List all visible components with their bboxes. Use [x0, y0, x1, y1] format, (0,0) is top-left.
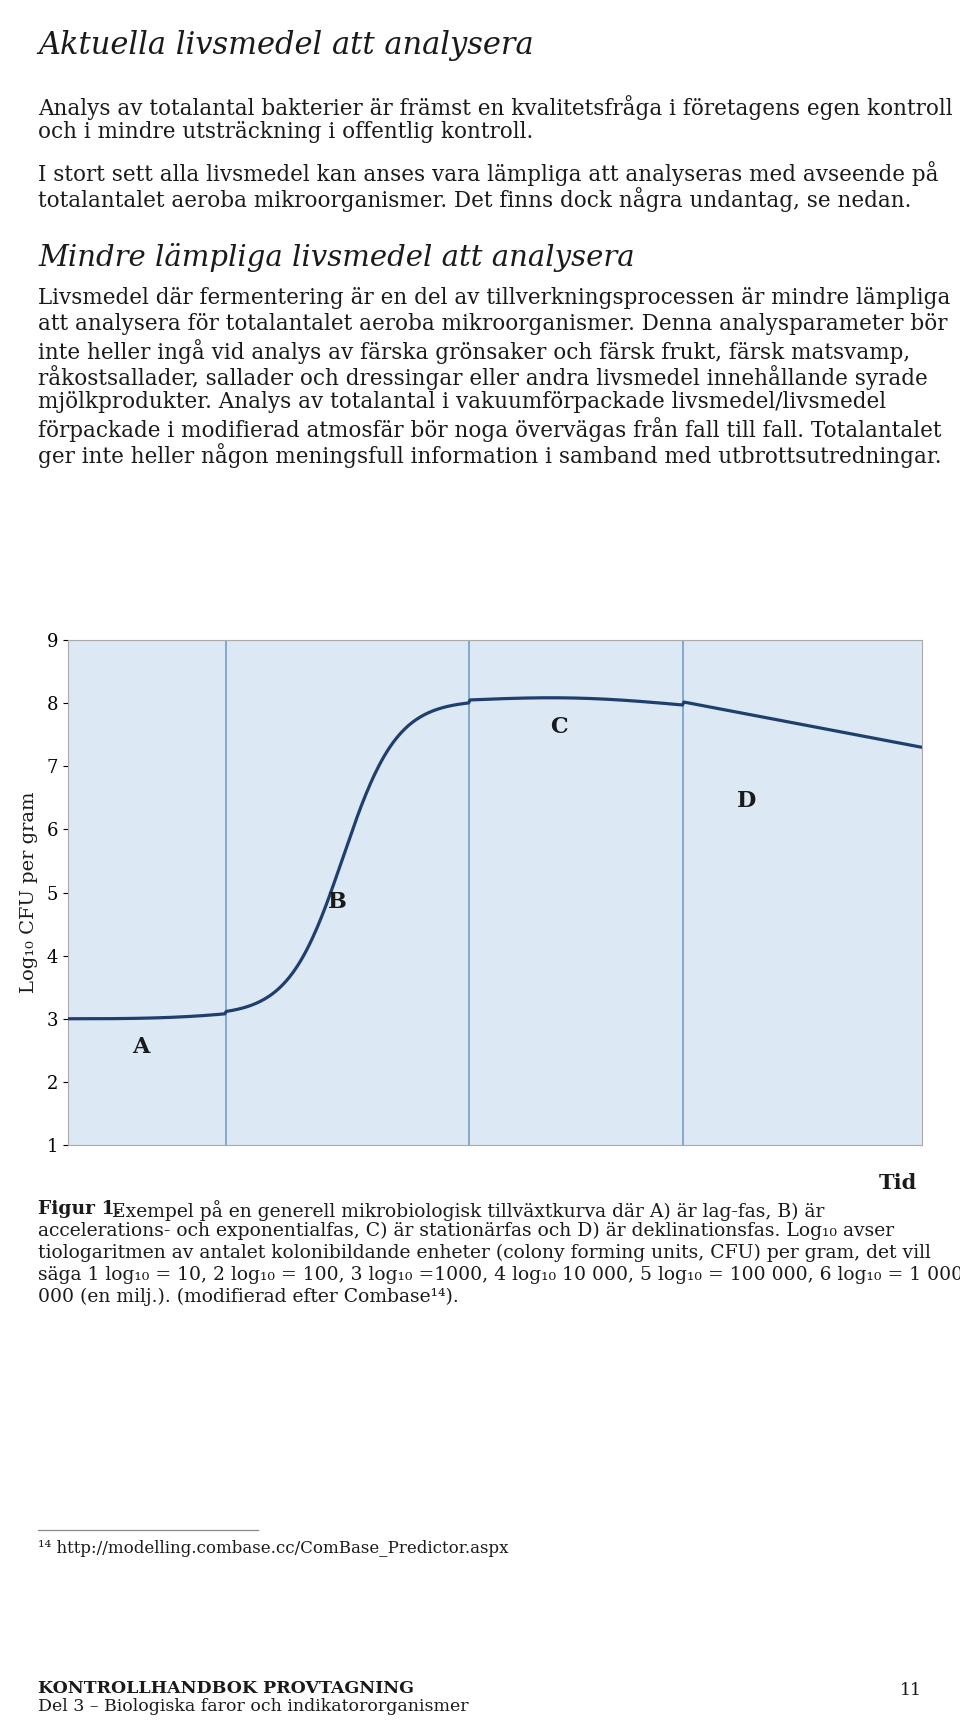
Text: Tid: Tid: [878, 1173, 917, 1192]
Text: att analysera för totalantalet aeroba mikroorganismer. Denna analysparameter bör: att analysera för totalantalet aeroba mi…: [38, 314, 948, 334]
Text: förpackade i modifierad atmosfär bör noga övervägas från fall till fall. Totalan: förpackade i modifierad atmosfär bör nog…: [38, 417, 942, 443]
Text: säga 1 log₁₀ = 10, 2 log₁₀ = 100, 3 log₁₀ =1000, 4 log₁₀ 10 000, 5 log₁₀ = 100 0: säga 1 log₁₀ = 10, 2 log₁₀ = 100, 3 log₁…: [38, 1266, 960, 1284]
Text: KONTROLLHANDBOK PROVTAGNING: KONTROLLHANDBOK PROVTAGNING: [38, 1680, 414, 1697]
Text: Mindre lämpliga livsmedel att analysera: Mindre lämpliga livsmedel att analysera: [38, 243, 635, 272]
Text: inte heller ingå vid analys av färska grönsaker och färsk frukt, färsk matsvamp,: inte heller ingå vid analys av färska gr…: [38, 339, 910, 364]
Text: totalantalet aeroba mikroorganismer. Det finns dock några undantag, se nedan.: totalantalet aeroba mikroorganismer. Det…: [38, 188, 911, 212]
Text: 000 (en milj.). (modifierad efter Combase¹⁴).: 000 (en milj.). (modifierad efter Combas…: [38, 1289, 459, 1306]
Text: A: A: [132, 1036, 149, 1058]
Text: C: C: [550, 717, 568, 737]
Text: råkostsallader, sallader och dressingar eller andra livsmedel innehållande syrad: råkostsallader, sallader och dressingar …: [38, 365, 927, 389]
Text: 11: 11: [900, 1682, 922, 1699]
Text: Analys av totalantal bakterier är främst en kvalitetsfråga i företagens egen kon: Analys av totalantal bakterier är främst…: [38, 95, 952, 121]
Text: D: D: [737, 789, 756, 812]
Text: ¹⁴ http://modelling.combase.cc/ComBase_Predictor.aspx: ¹⁴ http://modelling.combase.cc/ComBase_P…: [38, 1540, 509, 1558]
Text: mjölkprodukter. Analys av totalantal i vakuumförpackade livsmedel/livsmedel: mjölkprodukter. Analys av totalantal i v…: [38, 391, 886, 414]
Text: I stort sett alla livsmedel kan anses vara lämpliga att analyseras med avseende : I stort sett alla livsmedel kan anses va…: [38, 160, 939, 186]
Text: accelerations- och exponentialfas, C) är stationärfas och D) är deklinationsfas.: accelerations- och exponentialfas, C) är…: [38, 1222, 894, 1241]
Text: ger inte heller någon meningsfull information i samband med utbrottsutredningar.: ger inte heller någon meningsfull inform…: [38, 443, 942, 469]
Text: Aktuella livsmedel att analysera: Aktuella livsmedel att analysera: [38, 29, 534, 60]
Text: B: B: [327, 891, 347, 913]
Text: Figur 1.: Figur 1.: [38, 1199, 121, 1218]
Text: och i mindre utsträckning i offentlig kontroll.: och i mindre utsträckning i offentlig ko…: [38, 121, 533, 143]
Text: Del 3 – Biologiska faror och indikatororganismer: Del 3 – Biologiska faror och indikatoror…: [38, 1697, 468, 1714]
Y-axis label: Log₁₀ CFU per gram: Log₁₀ CFU per gram: [20, 793, 38, 992]
Text: tiologaritmen av antalet kolonibildande enheter (colony forming units, CFU) per : tiologaritmen av antalet kolonibildande …: [38, 1244, 931, 1263]
Text: Exempel på en generell mikrobiologisk tillväxtkurva där A) är lag-fas, B) är: Exempel på en generell mikrobiologisk ti…: [106, 1199, 825, 1222]
Text: Livsmedel där fermentering är en del av tillverkningsprocessen är mindre lämplig: Livsmedel där fermentering är en del av …: [38, 288, 950, 308]
